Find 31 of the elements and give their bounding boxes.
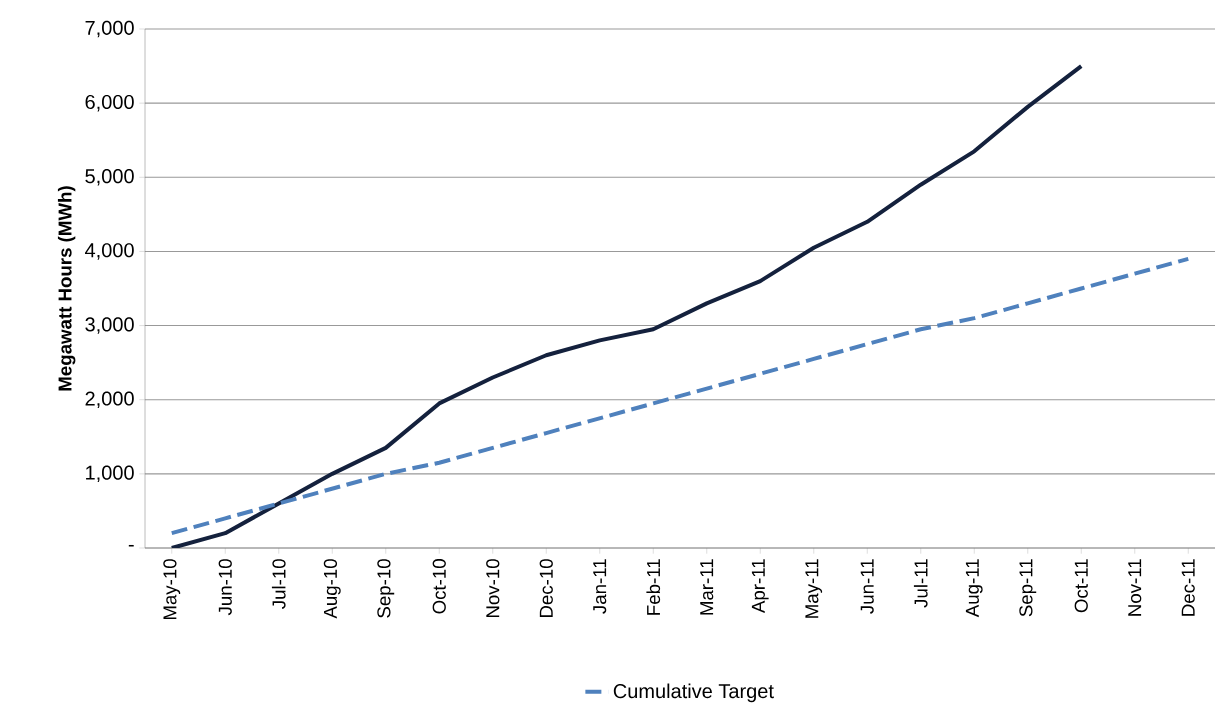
x-tick-label: Jul-10	[271, 559, 286, 609]
y-tick-label: 3,000	[85, 317, 134, 334]
y-tick-label: 6,000	[85, 94, 134, 112]
x-tick-label: Dec-11	[1181, 559, 1195, 616]
x-tick-label: Aug-11	[965, 559, 983, 618]
line-series	[169, 64, 1084, 548]
x-tick-label: Mar-11	[700, 559, 714, 615]
y-axis-title: Megawatt Hours (MWh)	[57, 186, 76, 391]
y-tick-label: 7,000	[85, 20, 134, 38]
x-tick-label: Apr-11	[751, 559, 769, 613]
x-tick-label: Nov-10	[486, 559, 500, 618]
x-tick-label: Dec-10	[539, 559, 553, 618]
x-tick-label: Sep-11	[1019, 559, 1037, 617]
x-tick-label: Jun-10	[218, 559, 232, 616]
y-tick-label: 2,000	[85, 391, 134, 408]
x-tick-label: Oct-11	[1074, 559, 1088, 613]
x-tick-label: Jun-11	[860, 559, 874, 614]
x-tick-label: Aug-10	[323, 559, 341, 619]
y-tick-label: 5,000	[85, 169, 134, 186]
x-tick-label: Sep-10	[377, 559, 395, 618]
x-tick-label: Oct-10	[432, 559, 446, 614]
legend-label: Cumulative Target	[613, 683, 774, 703]
x-tick-label: May-10	[163, 559, 181, 620]
x-tick-label: Jul-11	[913, 559, 928, 608]
x-tick-label: May-11	[805, 559, 823, 618]
x-tick-label: Feb-11	[646, 559, 661, 615]
x-tick-label: Jan-11	[593, 559, 607, 614]
y-tick-label: -	[128, 544, 134, 547]
x-tick-label: Nov-11	[1128, 559, 1142, 616]
y-tick-label: 4,000	[85, 243, 134, 260]
y-tick-label: 1,000	[86, 465, 134, 483]
